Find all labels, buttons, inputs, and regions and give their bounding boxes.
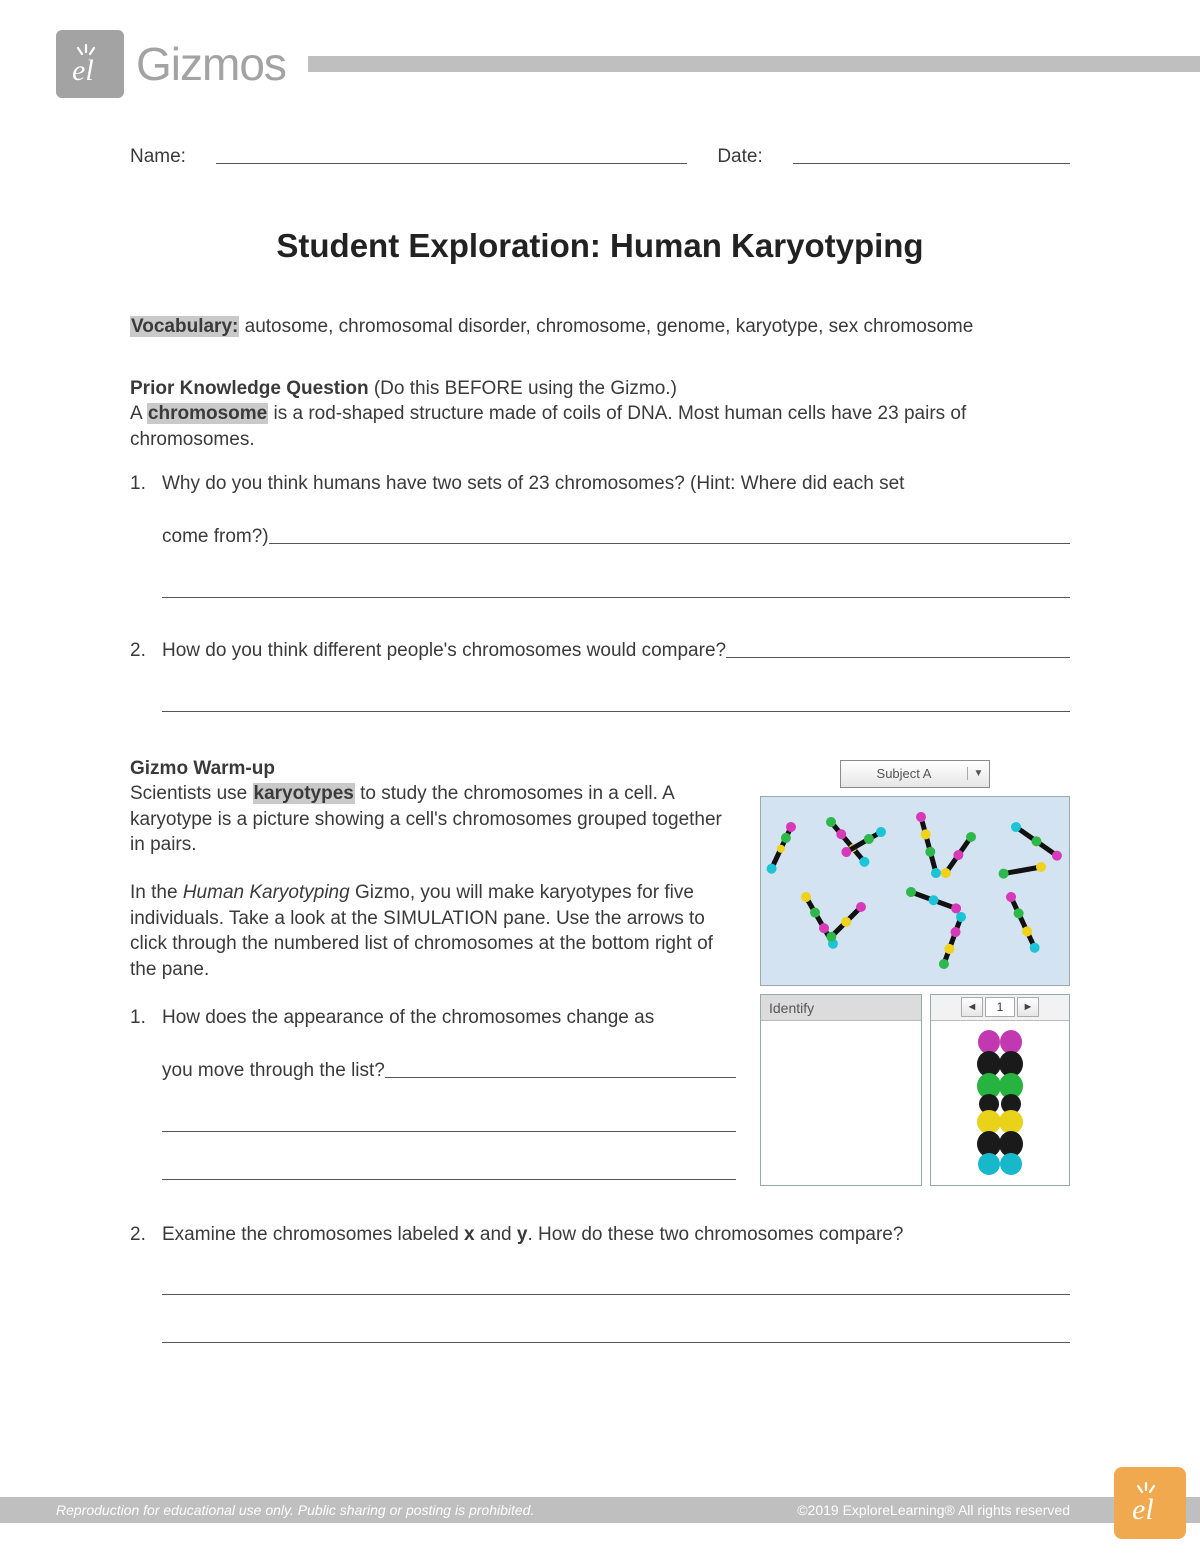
date-input-line[interactable] [793,144,1070,164]
vocabulary-section: Vocabulary: autosome, chromosomal disord… [130,314,1070,340]
date-label: Date: [717,144,762,170]
prior-knowledge-section: Prior Knowledge Question (Do this BEFORE… [130,376,1070,712]
footer-logo: el [1114,1467,1186,1539]
prior-q2: 2. How do you think different people's c… [130,638,1070,712]
prior-q1b-text: come from?) [162,524,269,550]
wq2-a: Examine the chromosomes labeled [162,1224,464,1245]
page-title: Student Exploration: Human Karyotyping [130,224,1070,269]
header-bar: el Gizmos [0,30,1200,98]
prior-q1: 1. Why do you think humans have two sets… [130,471,1070,598]
answer-blank[interactable] [162,1112,736,1132]
warmup-text-col: Gizmo Warm-up Scientists use karyotypes … [130,756,736,1180]
footer-bar: Reproduction for educational use only. P… [0,1497,1200,1523]
prior-q1-text: Why do you think humans have two sets of… [162,473,904,494]
gizmo-preview-panel: Subject A ▼ [760,756,1070,1186]
chromosome-pager: ◄ 1 ► [931,995,1069,1021]
brand-name: Gizmos [136,37,286,91]
q1-line2: come from?) [162,524,1070,550]
footer-left: Reproduction for educational use only. P… [56,1502,534,1518]
prior-intro-a: A [130,403,147,424]
warmup-q2: 2. Examine the chromosomes labeled x and… [130,1222,1070,1344]
answer-blank[interactable] [726,638,1070,658]
warmup-q1-text: How does the appearance of the chromosom… [162,1007,654,1028]
chromosome-scatter[interactable] [760,796,1070,986]
chromosome-term: chromosome [147,403,268,424]
gizmo-name: Human Karyotyping [183,882,350,903]
name-label: Name: [130,144,186,170]
next-button[interactable]: ► [1017,997,1039,1017]
warmup-p2a: In the [130,882,183,903]
answer-blank[interactable] [162,1275,1070,1295]
wq2-y: y [517,1224,528,1245]
prior-heading-line: Prior Knowledge Question (Do this BEFORE… [130,376,1070,402]
q-number: 1. [130,1005,152,1180]
answer-blank[interactable] [162,1323,1070,1343]
identify-body[interactable] [761,1021,921,1185]
q-body: How does the appearance of the chromosom… [162,1005,736,1180]
q2-line1: How do you think different people's chro… [162,638,1070,664]
footer-right: ©2019 ExploreLearning® All rights reserv… [797,1502,1070,1518]
brand-logo: el [56,30,124,98]
worksheet-page: el Gizmos Name: Date: Student Exploratio… [0,0,1200,1553]
wq1-line2: you move through the list? [162,1058,736,1084]
vocab-terms: autosome, chromosomal disorder, chromoso… [239,316,973,337]
warmup-heading: Gizmo Warm-up [130,756,736,782]
dropdown-label: Subject A [841,765,967,783]
answer-blank[interactable] [162,1160,736,1180]
prior-heading: Prior Knowledge Question [130,378,369,399]
page-number: 1 [985,997,1015,1017]
warmup-p1a: Scientists use [130,783,253,804]
warmup-q1b-text: you move through the list? [162,1058,385,1084]
answer-blank[interactable] [162,578,1070,598]
chevron-down-icon: ▼ [967,767,989,781]
q-body: How do you think different people's chro… [162,638,1070,712]
identify-panel: Identify [760,994,922,1186]
q-body: Examine the chromosomes labeled x and y.… [162,1222,1070,1344]
chromosome-reference-panel: ◄ 1 ► [930,994,1070,1186]
header-rule [308,56,1200,72]
answer-blank[interactable] [162,692,1070,712]
prior-q2-text: How do you think different people's chro… [162,638,726,664]
svg-text:el: el [1132,1493,1154,1526]
q-number: 2. [130,638,152,712]
prior-intro: A chromosome is a rod-shaped structure m… [130,401,1070,452]
answer-blank[interactable] [385,1058,736,1078]
answer-blank[interactable] [269,524,1070,544]
prev-button[interactable]: ◄ [961,997,983,1017]
identify-header: Identify [761,995,921,1021]
vocab-label: Vocabulary: [130,316,239,337]
chromosome-display [931,1021,1069,1185]
karyotypes-term: karyotypes [253,783,355,804]
q-body: Why do you think humans have two sets of… [162,471,1070,598]
svg-text:el: el [72,54,94,86]
q-number: 2. [130,1222,152,1344]
name-input-line[interactable] [216,144,687,164]
subject-dropdown[interactable]: Subject A ▼ [840,760,990,788]
bottom-panels: Identify ◄ 1 ► [760,994,1070,1186]
name-date-row: Name: Date: [130,144,1070,170]
warmup-q1: 1. How does the appearance of the chromo… [130,1005,736,1180]
wq2-mid: and [475,1224,517,1245]
warmup-p1: Scientists use karyotypes to study the c… [130,781,736,858]
content-area: Name: Date: Student Exploration: Human K… [0,98,1200,1343]
q-number: 1. [130,471,152,598]
warmup-section: Gizmo Warm-up Scientists use karyotypes … [130,756,1070,1186]
wq2-x: x [464,1224,475,1245]
prior-note: (Do this BEFORE using the Gizmo.) [369,378,677,399]
wq2-b: . How do these two chromosomes compare? [527,1224,903,1245]
warmup-p2: In the Human Karyotyping Gizmo, you will… [130,880,736,983]
